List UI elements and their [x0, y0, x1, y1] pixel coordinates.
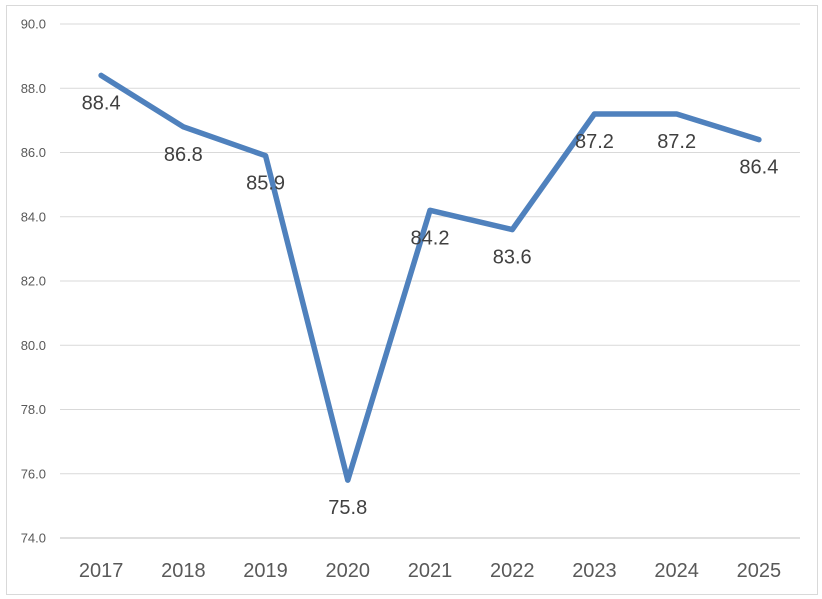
data-labels: 88.4 86.8 85.9 75.8 84.2 83.6 87.2 87.2 86.4	[82, 92, 779, 519]
data-point	[98, 72, 104, 78]
data-label: 84.2	[411, 227, 450, 249]
x-axis: 2017 2018 2019 2020 2021 2022 2023 2024 2025	[79, 560, 781, 582]
y-tick-label: 84.0	[21, 209, 46, 224]
gridlines	[60, 23, 800, 539]
series-group	[98, 72, 762, 483]
data-point	[756, 137, 762, 143]
data-label: 75.8	[328, 497, 367, 519]
y-tick-label: 76.0	[21, 466, 46, 481]
data-label: 86.8	[164, 144, 203, 166]
y-tick-label: 82.0	[21, 274, 46, 289]
data-point	[263, 153, 269, 159]
y-tick-label: 80.0	[21, 338, 46, 353]
data-point	[345, 477, 351, 483]
x-tick-label: 2017	[79, 560, 124, 582]
data-point	[591, 111, 597, 117]
data-point	[180, 124, 186, 130]
data-label: 88.4	[82, 92, 121, 114]
data-label: 87.2	[657, 131, 696, 153]
data-label: 86.4	[739, 157, 778, 179]
x-tick-label: 2023	[572, 560, 617, 582]
x-tick-label: 2020	[326, 560, 371, 582]
x-tick-label: 2022	[490, 560, 535, 582]
data-label: 83.6	[493, 247, 532, 269]
data-point	[509, 227, 515, 233]
y-tick-label: 88.0	[21, 81, 46, 96]
y-axis: 74.0 76.0 78.0 80.0 82.0 84.0 86.0 88.0 90.0	[21, 17, 46, 546]
y-tick-label: 86.0	[21, 145, 46, 160]
x-tick-label: 2018	[161, 560, 206, 582]
y-tick-label: 78.0	[21, 402, 46, 417]
data-label: 85.9	[246, 173, 285, 195]
y-tick-label: 74.0	[21, 531, 46, 546]
x-tick-label: 2025	[737, 560, 782, 582]
y-tick-label: 90.0	[21, 17, 46, 32]
x-tick-label: 2019	[243, 560, 288, 582]
data-point	[674, 111, 680, 117]
data-point	[427, 207, 433, 213]
x-tick-label: 2021	[408, 560, 453, 582]
data-label: 87.2	[575, 131, 614, 153]
x-tick-label: 2024	[654, 560, 699, 582]
